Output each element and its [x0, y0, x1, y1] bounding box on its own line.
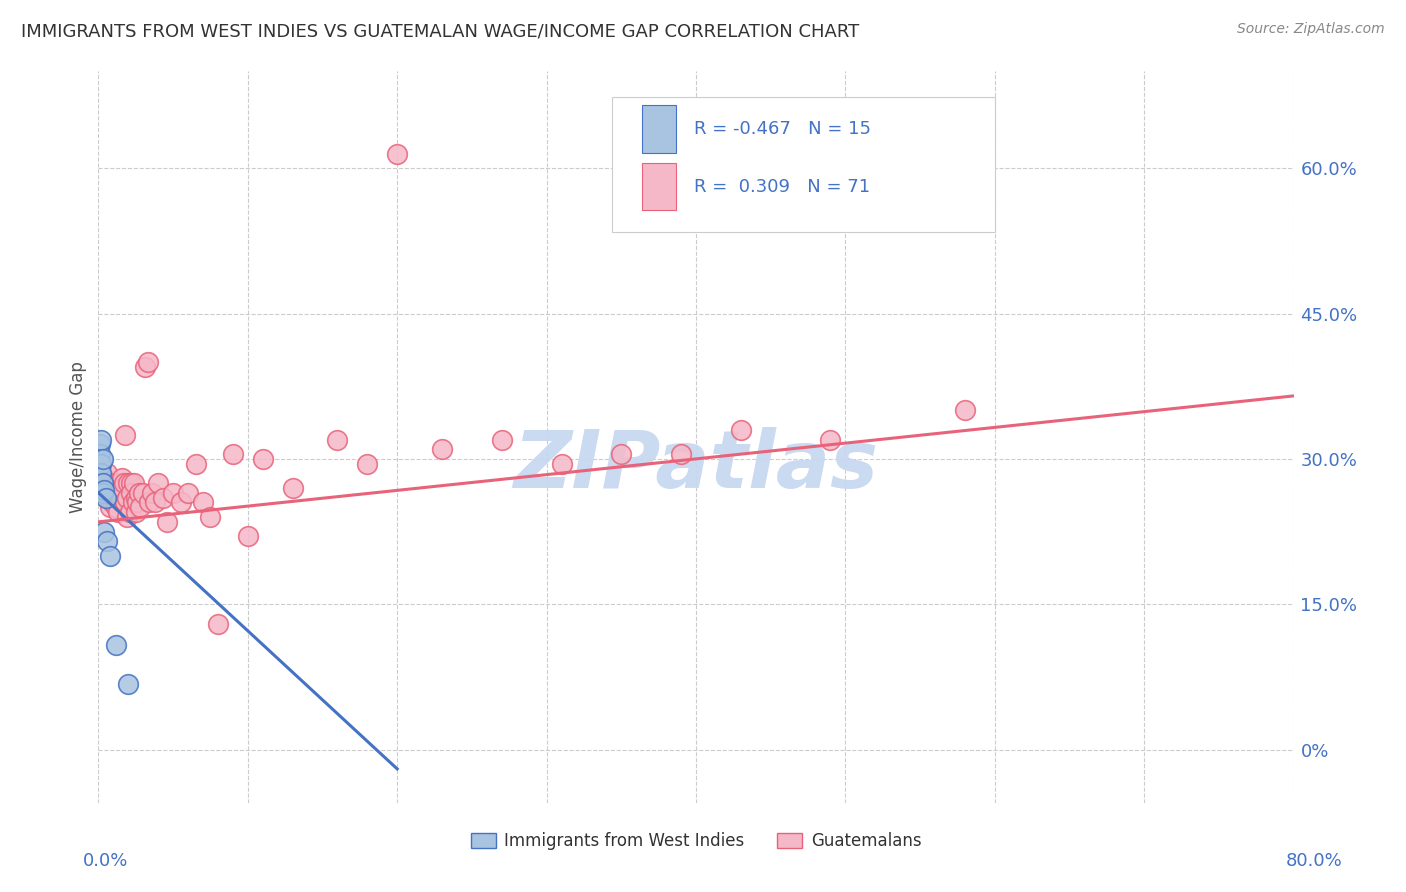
Text: Source: ZipAtlas.com: Source: ZipAtlas.com	[1237, 22, 1385, 37]
Point	[105, 500, 128, 515]
Text: 80.0%: 80.0%	[1286, 852, 1343, 870]
Point	[103, 485, 125, 500]
Point	[610, 447, 633, 461]
Point	[90, 467, 112, 481]
Point	[117, 676, 139, 690]
Point	[356, 457, 378, 471]
Point	[184, 457, 207, 471]
Point	[491, 433, 513, 447]
Point	[108, 491, 131, 505]
Point	[93, 471, 115, 485]
Point	[120, 485, 142, 500]
Point	[125, 505, 148, 519]
Point	[222, 447, 245, 461]
Point	[138, 495, 160, 509]
Point	[115, 510, 138, 524]
Point	[105, 638, 128, 652]
Point	[128, 485, 150, 500]
Point	[125, 491, 148, 505]
Point	[110, 491, 132, 505]
Point	[669, 447, 692, 461]
Point	[143, 495, 166, 509]
Point	[101, 495, 124, 509]
Point	[105, 485, 128, 500]
Point	[107, 505, 129, 519]
Point	[134, 359, 156, 374]
Point	[104, 495, 127, 509]
Y-axis label: Wage/Income Gap: Wage/Income Gap	[69, 361, 87, 513]
Point	[430, 442, 453, 457]
Point	[162, 485, 184, 500]
Point	[132, 485, 155, 500]
Point	[96, 534, 118, 549]
Point	[177, 485, 200, 500]
Point	[953, 403, 976, 417]
Point	[236, 529, 259, 543]
Point	[103, 481, 125, 495]
Point	[550, 457, 572, 471]
Point	[94, 491, 117, 505]
Point	[90, 433, 112, 447]
Point	[820, 433, 842, 447]
Point	[115, 491, 138, 505]
Point	[98, 485, 122, 500]
Text: R =  0.309   N = 71: R = 0.309 N = 71	[693, 178, 870, 195]
Point	[108, 476, 131, 491]
Point	[91, 476, 114, 491]
Point	[96, 467, 118, 481]
Point	[141, 485, 163, 500]
Point	[200, 510, 222, 524]
Point	[252, 451, 274, 466]
Point	[191, 495, 214, 509]
Point	[124, 476, 146, 491]
Point	[281, 481, 304, 495]
Point	[207, 616, 229, 631]
Point	[90, 457, 112, 471]
Point	[111, 481, 134, 495]
Point	[107, 485, 129, 500]
Point	[94, 476, 117, 491]
Point	[121, 495, 143, 509]
Point	[112, 476, 135, 491]
Point	[152, 491, 174, 505]
FancyBboxPatch shape	[643, 163, 676, 211]
Point	[127, 495, 149, 509]
Point	[91, 485, 114, 500]
Point	[93, 483, 115, 497]
FancyBboxPatch shape	[613, 97, 995, 232]
Point	[114, 427, 136, 442]
Point	[98, 500, 122, 515]
Point	[118, 505, 141, 519]
FancyBboxPatch shape	[643, 105, 676, 153]
Point	[93, 524, 115, 539]
Point	[169, 495, 191, 509]
Point	[111, 471, 134, 485]
Text: R = -0.467   N = 15: R = -0.467 N = 15	[693, 120, 870, 137]
Point	[114, 495, 136, 509]
Point	[136, 355, 159, 369]
Point	[89, 437, 111, 451]
Point	[98, 549, 122, 563]
Point	[91, 451, 114, 466]
Point	[101, 491, 124, 505]
Text: IMMIGRANTS FROM WEST INDIES VS GUATEMALAN WAGE/INCOME GAP CORRELATION CHART: IMMIGRANTS FROM WEST INDIES VS GUATEMALA…	[21, 22, 859, 40]
Point	[730, 423, 752, 437]
Point	[156, 515, 179, 529]
Point	[148, 476, 170, 491]
Legend: Immigrants from West Indies, Guatemalans: Immigrants from West Indies, Guatemalans	[464, 825, 928, 856]
Point	[110, 485, 132, 500]
Point	[97, 476, 120, 491]
Text: 0.0%: 0.0%	[83, 852, 128, 870]
Point	[385, 146, 409, 161]
Point	[94, 485, 117, 500]
Point	[117, 476, 139, 491]
Point	[96, 481, 118, 495]
Point	[104, 491, 127, 505]
Text: ZIPatlas: ZIPatlas	[513, 427, 879, 506]
Point	[89, 447, 111, 461]
Point	[129, 500, 152, 515]
Point	[120, 476, 142, 491]
Point	[326, 433, 349, 447]
